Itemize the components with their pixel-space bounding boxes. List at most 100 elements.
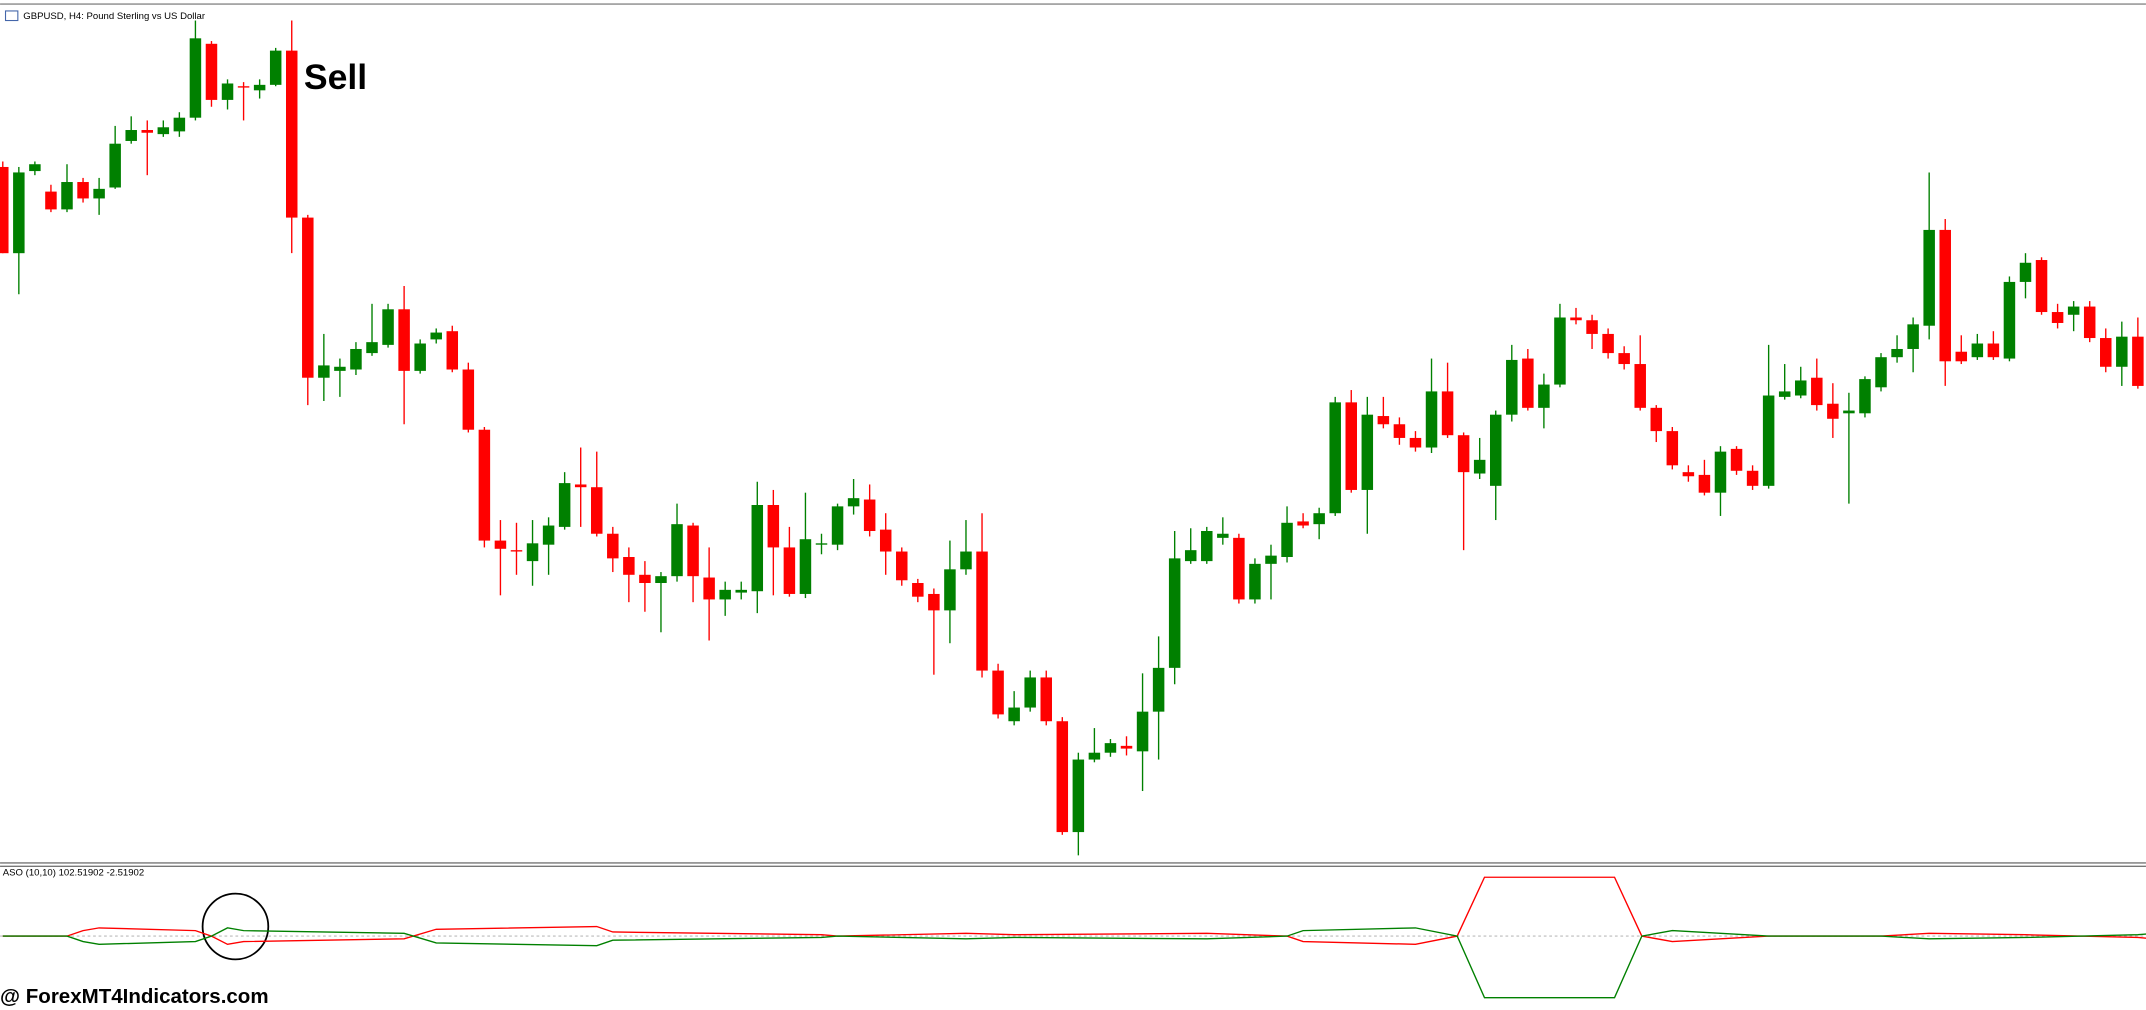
candle-body: [1586, 320, 1598, 334]
candle-body: [189, 38, 202, 118]
candle-body: [1666, 431, 1679, 466]
candle-body: [1827, 403, 1839, 419]
candle-body: [1168, 558, 1181, 668]
candle-body: [414, 343, 426, 371]
candle-body: [542, 525, 555, 545]
candle-body: [1152, 667, 1165, 712]
candle-body: [1008, 707, 1020, 722]
candle-body: [1393, 424, 1406, 438]
candle-body: [1072, 759, 1085, 833]
candle-body: [960, 551, 972, 570]
candle-body: [2132, 336, 2144, 386]
candle-body: [1056, 721, 1069, 833]
candle-body: [1249, 563, 1261, 600]
candle-body: [141, 130, 154, 133]
candle-body: [1136, 711, 1149, 752]
candle-body: [1024, 677, 1036, 708]
candle-body: [1425, 391, 1438, 448]
candle-body: [1955, 351, 1968, 362]
candle-body: [719, 589, 731, 600]
candle-body: [237, 86, 250, 88]
annotation: Sell: [304, 57, 367, 97]
candle-body: [1441, 391, 1454, 436]
candle-body: [1923, 229, 1935, 326]
candle-body: [735, 589, 747, 593]
candle-body: [558, 483, 571, 527]
candle-body: [912, 583, 924, 597]
candle-body: [607, 533, 619, 559]
candle-body: [1120, 745, 1133, 749]
highlight-circle: [201, 892, 270, 961]
candle-body: [1329, 402, 1341, 514]
candle-body: [285, 50, 298, 218]
candle-body: [1971, 343, 1984, 358]
candle-body: [1201, 531, 1213, 562]
candle-body: [446, 331, 459, 370]
candle-body: [1473, 459, 1486, 474]
candle-body: [1891, 348, 1903, 358]
candle-body: [1554, 317, 1566, 385]
candle-body: [1843, 410, 1855, 414]
candle-body: [928, 593, 940, 611]
candle-body: [173, 117, 186, 132]
candle-body: [1281, 522, 1293, 558]
candle-body: [2003, 281, 2016, 359]
candle-body: [1265, 555, 1277, 564]
candle-body: [703, 577, 715, 600]
candle-body: [863, 499, 876, 532]
candle-body: [879, 529, 892, 552]
candle-body: [1217, 533, 1229, 538]
candle-body: [93, 188, 105, 199]
candle-body: [831, 506, 844, 545]
candle-body: [751, 505, 764, 592]
candle-body: [1104, 743, 1117, 753]
candle-body: [1714, 451, 1727, 493]
candle-body: [2116, 336, 2128, 367]
candle-body: [1746, 470, 1759, 486]
candle-body: [13, 172, 25, 254]
candle-body: [976, 551, 988, 671]
candle-body: [1602, 333, 1614, 354]
candle-body: [77, 182, 89, 199]
candle-body: [45, 191, 57, 210]
candle-body: [510, 550, 523, 552]
candle-body: [1538, 384, 1550, 408]
candle-body: [157, 127, 170, 135]
candle-body: [302, 217, 314, 378]
candle-body: [1875, 357, 1887, 388]
candle-body: [992, 670, 1004, 715]
candle-body: [1313, 513, 1325, 525]
chart-title: GBPUSD, H4: Pound Sterling vs US Dollar: [23, 11, 206, 22]
symbol-icon: [4, 10, 19, 22]
candle-body: [125, 130, 137, 141]
indicator-line: [2, 927, 2146, 999]
indicator-title: ASO (10,10) 102.51902 -2.51902: [3, 868, 144, 879]
candle-body: [318, 365, 330, 378]
candle-body: [61, 182, 73, 210]
candle-body: [1377, 416, 1390, 425]
candle-body: [109, 143, 121, 188]
candle-body: [1682, 472, 1695, 477]
candle-body: [1297, 521, 1309, 526]
candle-body: [1570, 317, 1582, 321]
candle-body: [269, 50, 282, 85]
candle-body: [1184, 550, 1197, 562]
candle-body: [1987, 343, 2000, 358]
candle-body: [799, 539, 812, 594]
candle-body: [494, 540, 507, 549]
candle-body: [767, 505, 780, 548]
watermark: @ ForexMT4Indicators.com: [0, 985, 269, 1008]
candle-body: [1939, 229, 1951, 362]
candle-body: [366, 342, 378, 354]
candle-body: [2051, 312, 2064, 323]
candle-body: [1409, 437, 1422, 448]
candle-body: [430, 332, 442, 340]
candle-body: [1730, 448, 1743, 471]
candle-body: [1088, 752, 1101, 760]
candle-body: [2067, 306, 2080, 315]
candle-body: [1345, 402, 1358, 490]
candle-body: [350, 348, 362, 370]
candle-body: [896, 551, 908, 581]
candle-body: [1233, 537, 1245, 600]
candle-body: [591, 487, 603, 534]
